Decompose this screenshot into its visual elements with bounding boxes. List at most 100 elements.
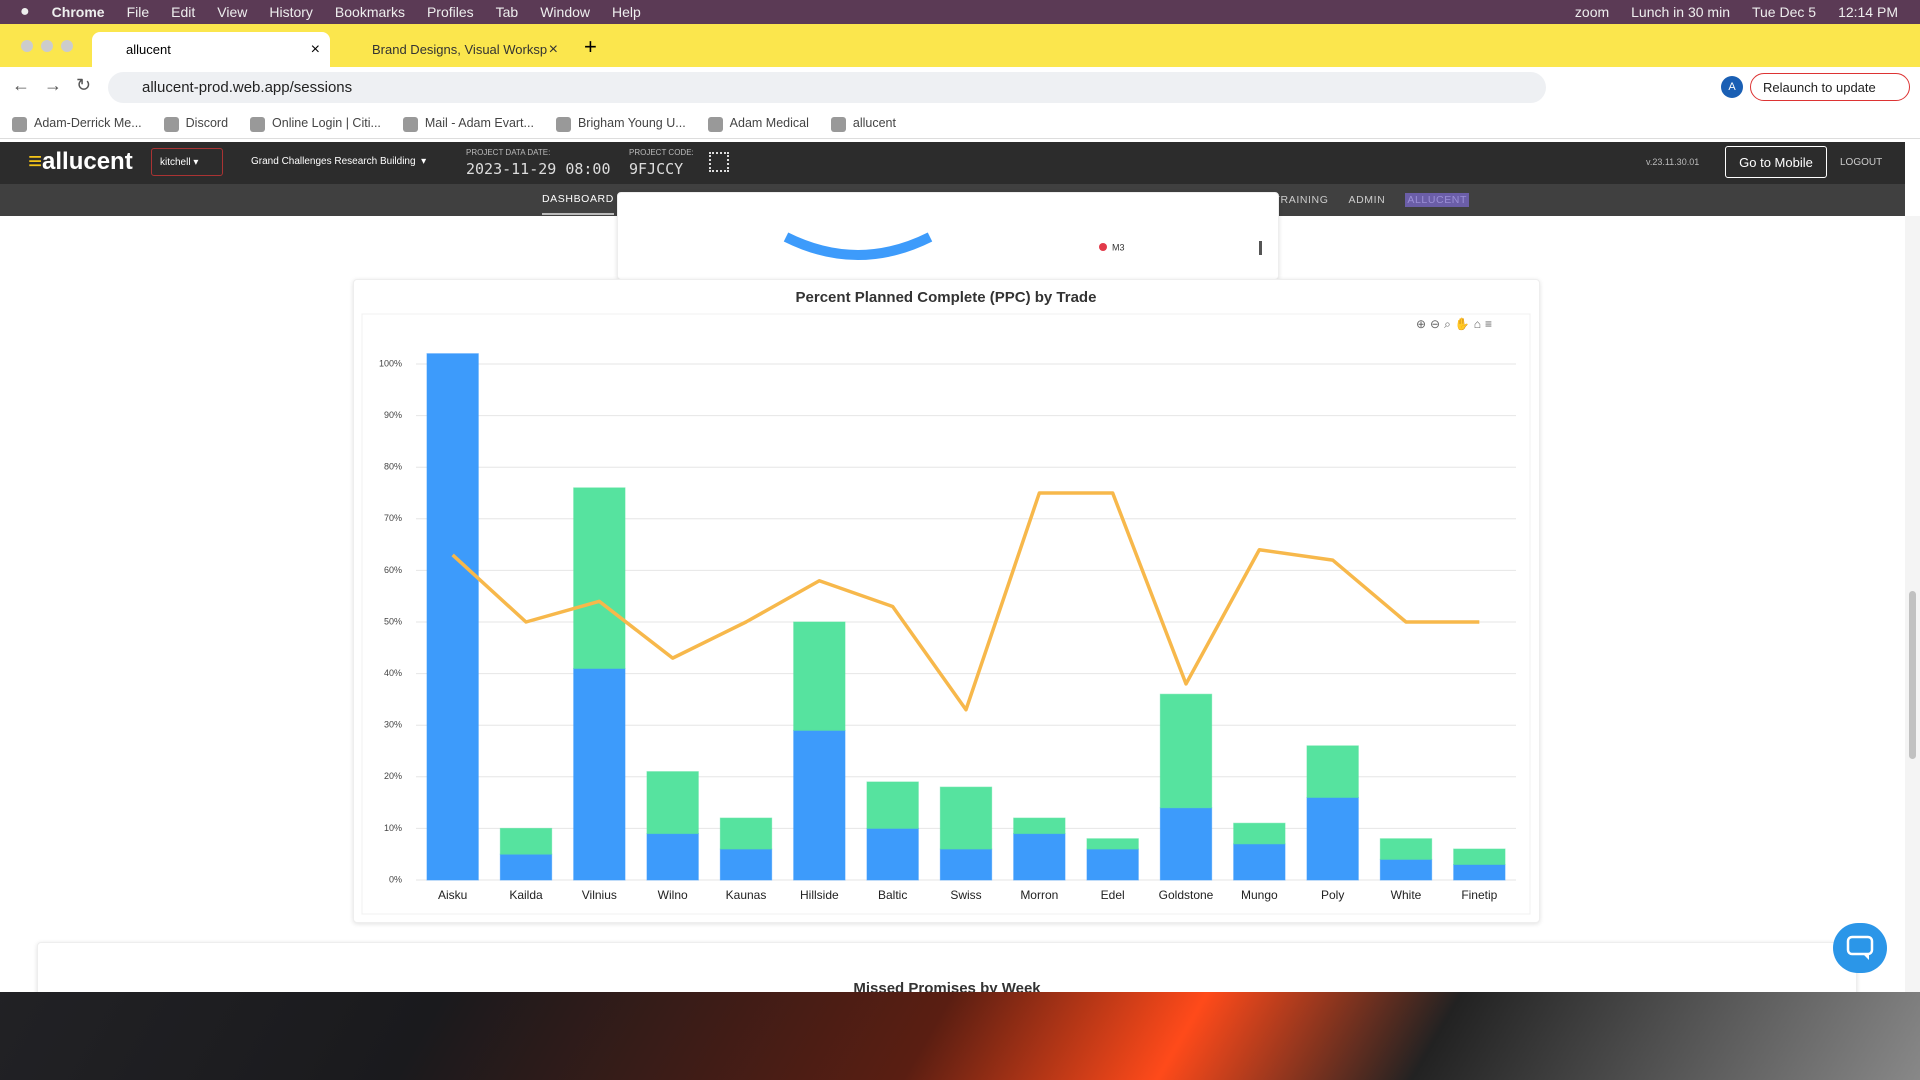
apple-menu[interactable]: ●	[20, 3, 30, 20]
bar	[426, 353, 479, 881]
y-tick-label: 30%	[384, 720, 402, 730]
menu-item[interactable]: View	[217, 4, 248, 20]
bar	[939, 848, 993, 881]
menu-item[interactable]: Bookmarks	[334, 4, 405, 20]
bookmark[interactable]: allucent	[830, 116, 896, 132]
bar	[719, 848, 773, 881]
status-item[interactable]: Lunch in 30 min	[1631, 4, 1730, 20]
mobile-button[interactable]: Go to Mobile	[1725, 146, 1827, 178]
bookmark[interactable]: Discord	[163, 116, 228, 132]
bar	[1086, 838, 1139, 850]
scroll-thumb[interactable]	[1909, 591, 1916, 759]
x-tick-label: Kailda	[509, 888, 543, 902]
bar	[1013, 833, 1066, 881]
bar	[1306, 745, 1359, 798]
nav-item[interactable]: TRAINING	[1273, 194, 1329, 206]
new-tab[interactable]: +	[584, 34, 597, 59]
x-tick-label: Baltic	[878, 888, 907, 902]
x-tick-label: Swiss	[950, 888, 981, 902]
bar	[939, 786, 993, 850]
menu-item[interactable]: Tab	[495, 4, 519, 20]
y-tick-label: 20%	[384, 771, 402, 781]
bar	[1453, 864, 1506, 881]
bar	[1233, 822, 1286, 845]
x-tick-label: Morron	[1020, 888, 1058, 902]
menu-item[interactable]: History	[269, 4, 313, 20]
bar	[573, 667, 626, 881]
menu-item[interactable]: Edit	[171, 4, 196, 20]
x-tick-label: Goldstone	[1159, 888, 1214, 902]
relaunch-button[interactable]: Relaunch to update	[1750, 73, 1910, 101]
bookmark[interactable]: Adam Medical	[707, 116, 809, 132]
tab[interactable]: allucent ×	[92, 32, 330, 67]
bar	[866, 827, 919, 881]
status-item[interactable]: 12:14 PM	[1838, 4, 1898, 20]
menu-item[interactable]: Help	[612, 4, 641, 20]
status-item[interactable]: zoom	[1574, 4, 1610, 20]
x-tick-label: Edel	[1101, 888, 1125, 902]
logo-text: allucent	[42, 148, 133, 175]
bar	[1453, 848, 1506, 866]
company: kitchell	[160, 157, 191, 168]
chat-button[interactable]	[1833, 923, 1887, 973]
menubar: ● Chrome File Edit View History Bookmarks Pro…	[0, 0, 1920, 24]
logout[interactable]: LOGOUT	[1840, 157, 1883, 168]
project-select[interactable]: Grand Challenges Research Building ▾	[251, 156, 427, 167]
legend-swatch	[1099, 243, 1107, 251]
browser-window: allucent × Brand Designs, Visual Worksp × …	[0, 24, 1920, 992]
bar	[646, 771, 699, 835]
bookmark[interactable]: Online Login | Citi...	[250, 116, 381, 132]
version: v.23.11.30.01	[1646, 157, 1700, 167]
app-header: ≡allucent kitchell ▾ Grand Challenges Re…	[0, 142, 1905, 184]
x-tick-label: Finetip	[1461, 888, 1497, 902]
tab[interactable]: Brand Designs, Visual Worksp ×	[372, 40, 558, 58]
url-field[interactable]: allucent-prod.web.app/sessions	[108, 72, 1546, 103]
menu-item[interactable]: Profiles	[426, 4, 474, 20]
tab-bar: allucent × Brand Designs, Visual Worksp × …	[0, 24, 1920, 67]
profile-avatar[interactable]: A	[1721, 76, 1743, 98]
chart: Percent Planned Complete (PPC) by Trade …	[361, 289, 1531, 915]
y-tick-label: 70%	[384, 513, 402, 523]
nav-item[interactable]: ADMIN	[1348, 194, 1386, 206]
bar	[1013, 817, 1066, 835]
nav-item[interactable]: ALLUCENT	[1405, 193, 1469, 207]
x-tick-label: Vilnius	[582, 888, 617, 902]
next-chart-card: Missed Promises by Week	[37, 942, 1857, 992]
x-tick-label: Aisku	[438, 888, 467, 902]
menu-item[interactable]: File	[126, 4, 150, 20]
bar	[866, 781, 919, 829]
window-controls[interactable]	[20, 39, 82, 53]
bar	[646, 833, 699, 881]
y-tick-label: 80%	[384, 462, 402, 472]
bookmark[interactable]: Mail - Adam Evart...	[402, 116, 534, 132]
bar	[1159, 693, 1213, 809]
address-bar: ←→↻ allucent-prod.web.app/sessions A Rel…	[0, 67, 1920, 108]
nav-buttons[interactable]: ←→↻	[12, 75, 106, 95]
y-tick-label: 50%	[384, 616, 402, 626]
app-menu[interactable]: Chrome	[51, 4, 105, 20]
project-code: 9FJCCY	[629, 160, 684, 178]
bar	[793, 621, 846, 731]
tab-title: Brand Designs, Visual Worksp	[372, 42, 548, 57]
scrollbar[interactable]	[1905, 216, 1920, 992]
line	[451, 491, 1480, 712]
status-item[interactable]: Tue Dec 5	[1751, 4, 1817, 20]
y-tick-label: 100%	[379, 358, 402, 368]
code-label: PROJECT CODE:	[629, 148, 694, 157]
x-tick-label: Poly	[1321, 888, 1344, 902]
logo[interactable]: ≡allucent	[28, 148, 133, 175]
nav-item[interactable]: DASHBOARD	[542, 185, 614, 215]
bar	[719, 817, 773, 850]
bar	[1159, 807, 1213, 881]
bookmarks-bar: Adam-Derrick Me... Discord Online Login | …	[0, 108, 1920, 139]
y-tick-label: 10%	[384, 823, 402, 833]
bar	[573, 487, 626, 669]
qr-icon[interactable]	[709, 152, 729, 172]
y-tick-label: 0%	[389, 874, 402, 884]
bookmark[interactable]: Brigham Young U...	[555, 116, 686, 132]
menu-item[interactable]: Window	[540, 4, 591, 20]
company-select[interactable]: kitchell ▾	[151, 148, 223, 176]
chart-toolbar[interactable]: ⊕⊖⌕✋⌂≡	[1416, 317, 1497, 331]
bookmark[interactable]: Adam-Derrick Me...	[12, 116, 142, 132]
